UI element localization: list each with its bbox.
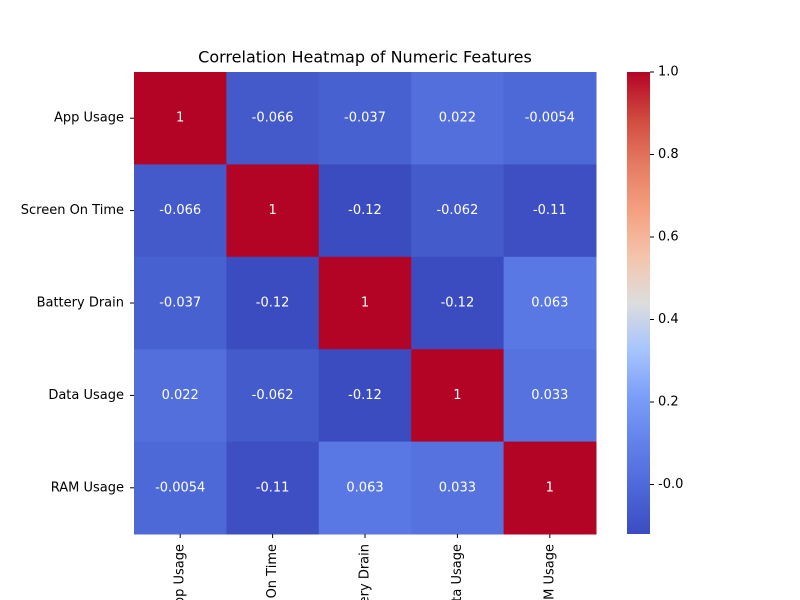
heatmap-cell (411, 349, 505, 443)
x-tick-label: App Usage (173, 544, 188, 600)
cell-label: -0.12 (441, 296, 475, 311)
heatmap-cell (318, 72, 412, 165)
heatmap-cell (134, 164, 227, 258)
cell-label: -0.062 (252, 388, 294, 403)
heatmap-cell (318, 349, 412, 443)
cell-label: -0.037 (344, 111, 386, 126)
colorbar-tick-label: 0.4 (658, 312, 679, 327)
heatmap-cell (503, 256, 597, 350)
x-tick-label: RAM Usage (542, 544, 557, 600)
cell-label: -0.12 (348, 203, 382, 218)
cell-label: -0.0054 (525, 111, 575, 126)
cell-label: -0.11 (256, 480, 290, 495)
cell-label: -0.12 (256, 296, 290, 311)
heatmap-cell (318, 441, 412, 535)
cell-label: 0.022 (162, 388, 199, 403)
heatmap-cell (503, 72, 597, 165)
heatmap-cell (134, 72, 227, 165)
x-tick-label: Screen On Time (265, 544, 280, 600)
heatmap-cell (318, 256, 412, 350)
heatmap-cell (134, 256, 227, 350)
cell-label: 1 (546, 480, 554, 495)
heatmap-cell (411, 256, 505, 350)
heatmap-cell (226, 256, 320, 350)
cell-label: 0.022 (439, 111, 476, 126)
colorbar-tick-label: 0.2 (658, 395, 679, 410)
heatmap-cell (134, 441, 227, 535)
cell-label: 0.033 (439, 480, 476, 495)
y-tick-label: Screen On Time (21, 203, 124, 218)
heatmap-cell (226, 164, 320, 258)
chart-title: Correlation Heatmap of Numeric Features (198, 48, 532, 67)
colorbar-tick-label: 1.0 (658, 65, 679, 80)
heatmap-cell (134, 349, 227, 443)
cell-label: 1 (453, 388, 461, 403)
heatmap-cell (411, 164, 505, 258)
cell-label: -0.066 (252, 111, 294, 126)
colorbar-tick-label: 0.6 (658, 230, 679, 245)
colorbar-tick-label: -0.0 (658, 477, 683, 492)
y-tick-label: RAM Usage (51, 480, 124, 495)
cell-label: 1 (176, 111, 184, 126)
heatmap-cell (226, 441, 320, 535)
colorbar-tick-label: 0.8 (658, 147, 679, 162)
cell-label: -0.037 (159, 296, 201, 311)
y-tick-label: App Usage (54, 111, 124, 126)
heatmap-cell (503, 441, 597, 535)
cell-label: -0.062 (436, 203, 478, 218)
cell-label: 1 (268, 203, 276, 218)
cell-label: 1 (361, 296, 369, 311)
heatmap-cell (503, 349, 597, 443)
cell-label: -0.0054 (155, 480, 205, 495)
cell-label: -0.066 (159, 203, 201, 218)
cell-label: -0.11 (533, 203, 567, 218)
heatmap-cell (226, 349, 320, 443)
y-tick-label: Data Usage (48, 388, 124, 403)
cell-label: 0.033 (531, 388, 568, 403)
heatmap-cell (503, 164, 597, 258)
heatmap-cell (226, 72, 320, 165)
heatmap-cell (411, 72, 505, 165)
x-tick-label: Data Usage (450, 544, 465, 600)
heatmap-cell (318, 164, 412, 258)
x-tick-label: Battery Drain (358, 544, 373, 600)
cell-label: 0.063 (531, 296, 568, 311)
cell-label: 0.063 (346, 480, 383, 495)
cell-label: -0.12 (348, 388, 382, 403)
y-tick-label: Battery Drain (37, 296, 124, 311)
heatmap-cell (411, 441, 505, 535)
colorbar (627, 72, 650, 534)
